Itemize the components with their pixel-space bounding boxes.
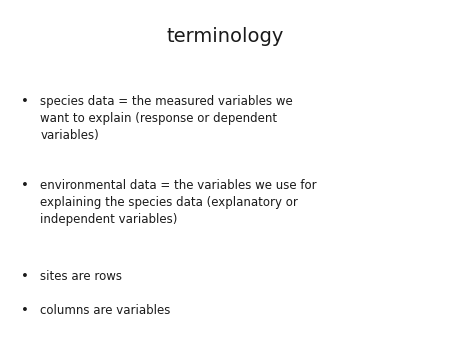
Text: •: •: [21, 95, 29, 107]
Text: terminology: terminology: [166, 27, 284, 46]
Text: columns are variables: columns are variables: [40, 304, 171, 317]
Text: •: •: [21, 304, 29, 317]
Text: species data = the measured variables we
want to explain (response or dependent
: species data = the measured variables we…: [40, 95, 293, 142]
Text: •: •: [21, 270, 29, 283]
Text: environmental data = the variables we use for
explaining the species data (expla: environmental data = the variables we us…: [40, 179, 317, 226]
Text: sites are rows: sites are rows: [40, 270, 122, 283]
Text: •: •: [21, 179, 29, 192]
